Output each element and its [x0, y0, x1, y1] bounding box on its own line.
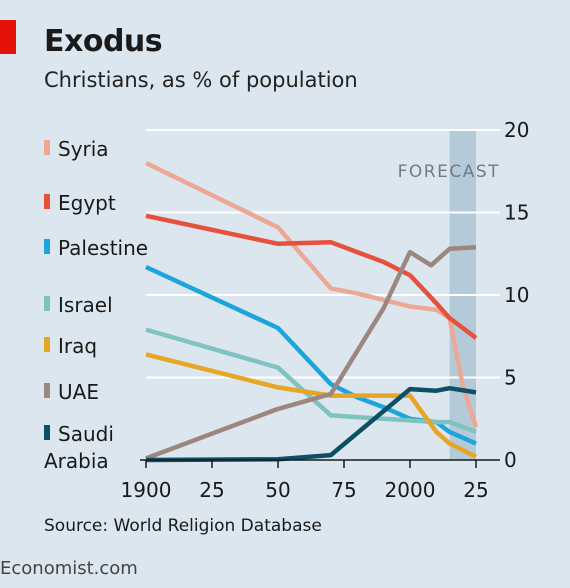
- legend-swatch: [44, 425, 50, 440]
- legend-label: Saudi Arabia: [44, 421, 114, 475]
- chart-title: Exodus: [44, 24, 163, 59]
- y-tick-label-20: 20: [504, 118, 529, 142]
- legend-swatch: [44, 194, 50, 209]
- legend-label-line: UAE: [58, 380, 99, 404]
- source-note: Source: World Religion Database: [44, 516, 322, 536]
- series-line-egypt: [145, 213, 478, 340]
- y-tick-label-0: 0: [504, 448, 517, 472]
- x-tick-label-1975: 75: [331, 478, 356, 502]
- legend-item-israel: Israel: [44, 292, 113, 319]
- legend-label: UAE: [58, 379, 99, 406]
- legend-label-line: Iraq: [58, 334, 98, 358]
- legend-item-uae: UAE: [44, 379, 99, 406]
- series-line-uae: [145, 244, 477, 461]
- x-tick-label-1900: 1900: [121, 478, 172, 502]
- series-line-israel: [145, 327, 477, 435]
- legend-swatch: [44, 140, 50, 155]
- legend-swatch: [44, 296, 50, 311]
- legend-item-egypt: Egypt: [44, 190, 116, 217]
- legend-label-line: Saudi: [58, 422, 114, 446]
- legend-label: Syria: [58, 136, 109, 163]
- series-line-iraq: [145, 352, 478, 459]
- brand-red-tab: [0, 20, 16, 54]
- x-tick-label-2000: 2000: [385, 478, 436, 502]
- legend-swatch: [44, 337, 50, 352]
- legend-item-saudi-arabia: Saudi Arabia: [44, 421, 114, 475]
- y-tick-label-10: 10: [504, 283, 529, 307]
- legend-label: Iraq: [58, 333, 97, 360]
- forecast-label: FORECAST: [398, 162, 500, 182]
- legend-label-line: Syria: [58, 137, 109, 161]
- legend-swatch: [44, 383, 50, 398]
- y-tick-label-15: 15: [504, 201, 529, 225]
- series-line-syria: [145, 160, 479, 428]
- series-line-palestine: [145, 264, 477, 446]
- legend-label-line: Arabia: [44, 449, 109, 473]
- x-tick-label-1950: 50: [265, 478, 290, 502]
- legend-label: Egypt: [58, 190, 116, 217]
- legend-label-line: Egypt: [58, 191, 116, 215]
- legend-label: Palestine: [58, 235, 148, 262]
- x-tick-label-1925: 25: [199, 478, 224, 502]
- legend-item-iraq: Iraq: [44, 333, 97, 360]
- x-tick-label-2025: 25: [463, 478, 488, 502]
- legend-label: Israel: [58, 292, 113, 319]
- series-line-saudi-arabia: [145, 385, 477, 463]
- y-tick-label-5: 5: [504, 366, 517, 390]
- brand-logo-text: Economist.com: [0, 558, 138, 579]
- legend-label-line: Palestine: [58, 236, 149, 260]
- legend-swatch: [44, 239, 50, 254]
- chart-subtitle: Christians, as % of population: [44, 68, 358, 92]
- legend-item-syria: Syria: [44, 136, 109, 163]
- legend-item-palestine: Palestine: [44, 235, 148, 262]
- legend-label-line: Israel: [58, 293, 113, 317]
